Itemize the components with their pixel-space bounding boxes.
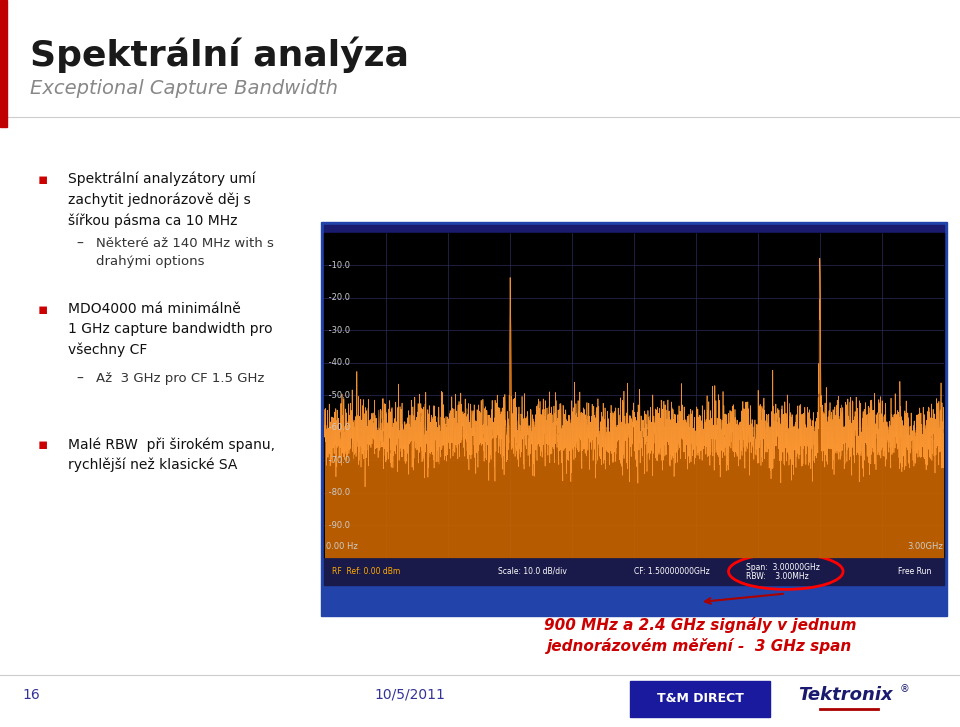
Text: ®: ® xyxy=(900,684,910,694)
Text: 0.00 Hz: 0.00 Hz xyxy=(325,542,357,551)
Text: ▪: ▪ xyxy=(38,302,48,317)
Text: RBW:    3.00MHz: RBW: 3.00MHz xyxy=(746,572,808,581)
Text: -30.0: -30.0 xyxy=(326,326,350,334)
Text: 16: 16 xyxy=(22,688,39,702)
Text: 3.00GHz: 3.00GHz xyxy=(907,542,943,551)
Text: -90.0: -90.0 xyxy=(326,521,350,529)
Text: T&M DIRECT: T&M DIRECT xyxy=(657,693,743,705)
Text: Malé RBW  při širokém spanu,
rychlější než klasické SA: Malé RBW při širokém spanu, rychlější ne… xyxy=(68,437,275,473)
Bar xyxy=(322,222,947,616)
Text: Spektrální analyzátory umí
zachytit jednorázově děj s
šířkou pásma ca 10 MHz: Spektrální analyzátory umí zachytit jedn… xyxy=(68,172,255,228)
Text: ▼900MHz: ▼900MHz xyxy=(572,241,610,249)
Bar xyxy=(630,681,770,717)
Text: -70.0: -70.0 xyxy=(326,456,350,465)
Text: Některé až 140 MHz with s
drahými options: Některé až 140 MHz with s drahými option… xyxy=(96,237,274,268)
Text: Tek: Tek xyxy=(329,236,341,242)
Text: ▪: ▪ xyxy=(38,172,48,187)
Text: –: – xyxy=(76,372,83,386)
Text: -10.0: -10.0 xyxy=(326,261,350,270)
Text: 10/5/2011: 10/5/2011 xyxy=(374,688,445,702)
Text: 2.4000GHz: 2.4000GHz xyxy=(891,241,934,249)
Text: –: – xyxy=(76,237,83,251)
Text: -50.0: -50.0 xyxy=(326,390,350,400)
Text: Run: Run xyxy=(347,235,366,245)
Text: Exceptional Capture Bandwidth: Exceptional Capture Bandwidth xyxy=(30,79,338,98)
Text: CF: 1.50000000GHz: CF: 1.50000000GHz xyxy=(635,567,709,576)
Text: -21.7 dBm: -21.7 dBm xyxy=(572,249,609,255)
Bar xyxy=(324,233,944,558)
Text: Až  3 GHz pro CF 1.5 GHz: Až 3 GHz pro CF 1.5 GHz xyxy=(96,372,264,385)
Text: -16.1 dBm: -16.1 dBm xyxy=(898,249,934,255)
Text: Spektrální analýza: Spektrální analýza xyxy=(30,37,409,73)
Text: Span:  3.00000GHz: Span: 3.00000GHz xyxy=(746,563,820,572)
Text: -60.0: -60.0 xyxy=(326,423,350,432)
Text: -40.0: -40.0 xyxy=(326,358,350,367)
Text: -80.0: -80.0 xyxy=(326,488,350,497)
Text: Auto: Auto xyxy=(913,235,936,245)
Text: MDO4000 má minimálně
1 GHz capture bandwidth pro
všechny CF: MDO4000 má minimálně 1 GHz capture bandw… xyxy=(68,302,273,357)
Text: Free Run: Free Run xyxy=(899,567,931,576)
Text: Tektronix: Tektronix xyxy=(798,686,892,704)
Bar xyxy=(324,558,944,585)
Bar xyxy=(324,225,944,260)
Text: RF  Ref: 0.00 dBm: RF Ref: 0.00 dBm xyxy=(332,567,400,576)
Text: -20.0: -20.0 xyxy=(326,293,350,302)
Bar xyxy=(0,0,7,127)
Text: ▪: ▪ xyxy=(38,437,48,452)
Text: Scale: 10.0 dB/div: Scale: 10.0 dB/div xyxy=(498,567,566,576)
Text: 0.00 dBm: 0.00 dBm xyxy=(337,242,373,252)
Text: 900 MHz a 2.4 GHz signály v jednum
jednorázovém měření -  3 GHz span: 900 MHz a 2.4 GHz signály v jednum jedno… xyxy=(543,617,856,654)
